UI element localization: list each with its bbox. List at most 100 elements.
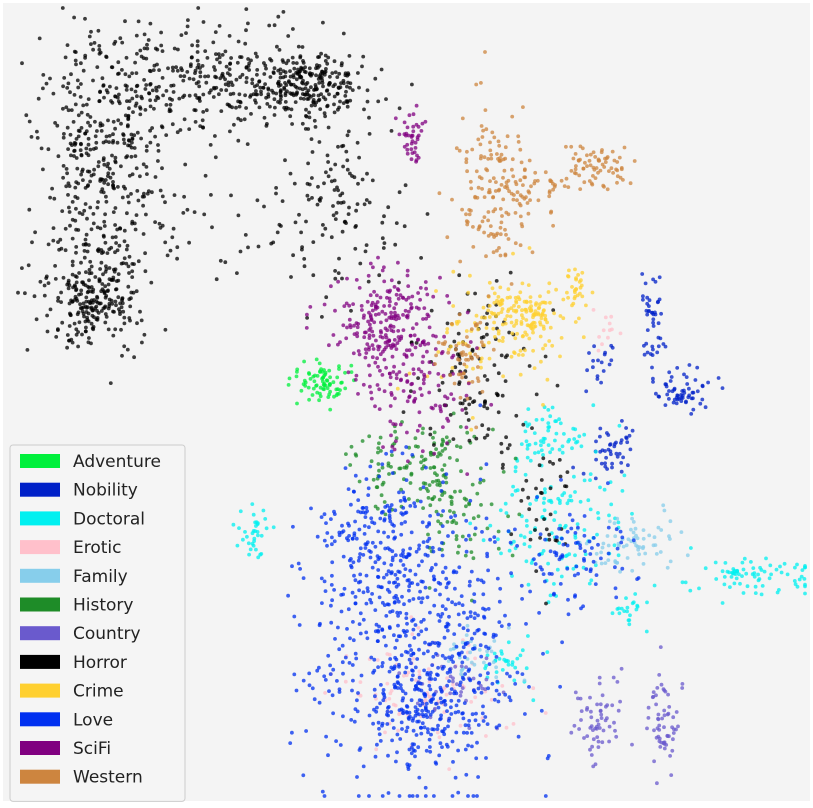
scatter-point-western bbox=[454, 343, 459, 348]
scatter-point-love bbox=[347, 661, 352, 665]
scatter-point-crime bbox=[496, 329, 501, 333]
scatter-point-western bbox=[473, 195, 478, 200]
scatter-point-love bbox=[456, 612, 461, 617]
scatter-point-love bbox=[395, 610, 400, 615]
scatter-point-horror bbox=[102, 95, 106, 100]
scatter-point-doctoral bbox=[559, 574, 564, 579]
scatter-point-scifi bbox=[375, 305, 380, 310]
scatter-point-country bbox=[680, 686, 685, 690]
scatter-point-horror bbox=[98, 89, 102, 94]
scatter-point-love bbox=[364, 477, 369, 481]
scatter-point-erotic bbox=[385, 681, 390, 686]
scatter-point-scifi bbox=[427, 325, 432, 330]
scatter-point-horror bbox=[160, 194, 165, 199]
scatter-point-horror bbox=[66, 286, 71, 291]
scatter-point-horror bbox=[106, 118, 110, 123]
scatter-point-doctoral bbox=[568, 494, 573, 499]
scatter-point-nobility bbox=[614, 451, 619, 456]
scatter-point-horror bbox=[73, 297, 77, 302]
scatter-point-western bbox=[477, 225, 482, 230]
scatter-point-love bbox=[440, 745, 444, 749]
scatter-point-love bbox=[440, 524, 445, 528]
scatter-point-horror bbox=[145, 42, 149, 47]
scatter-point-family bbox=[667, 534, 671, 539]
scatter-point-horror bbox=[555, 383, 560, 388]
scatter-point-horror bbox=[170, 98, 175, 102]
scatter-point-doctoral bbox=[253, 529, 258, 533]
scatter-point-western bbox=[484, 167, 488, 172]
scatter-point-doctoral bbox=[258, 552, 263, 557]
scatter-point-horror bbox=[364, 243, 369, 248]
scatter-point-horror bbox=[486, 427, 491, 431]
scatter-point-love bbox=[503, 613, 507, 618]
scatter-point-crime bbox=[539, 359, 543, 364]
scatter-point-horror bbox=[325, 61, 330, 66]
scatter-point-horror bbox=[403, 183, 408, 188]
scatter-point-scifi bbox=[393, 310, 397, 315]
scatter-point-horror bbox=[309, 85, 313, 90]
scatter-point-country bbox=[458, 693, 463, 698]
scatter-point-love bbox=[539, 708, 544, 713]
scatter-point-scifi bbox=[464, 425, 469, 430]
scatter-point-history bbox=[423, 481, 428, 486]
scatter-point-horror bbox=[360, 64, 364, 69]
scatter-point-scifi bbox=[404, 297, 409, 302]
scatter-point-love bbox=[578, 543, 582, 548]
scatter-point-scifi bbox=[403, 308, 408, 313]
scatter-point-love bbox=[373, 754, 378, 759]
scatter-point-western bbox=[475, 355, 480, 359]
scatter-point-love bbox=[476, 627, 481, 632]
scatter-point-love bbox=[419, 629, 424, 634]
scatter-point-horror bbox=[138, 112, 143, 117]
scatter-point-history bbox=[371, 477, 376, 482]
scatter-point-love bbox=[554, 553, 559, 558]
scatter-point-love bbox=[466, 794, 470, 798]
scatter-point-horror bbox=[304, 219, 308, 224]
scatter-point-country bbox=[590, 744, 594, 749]
scatter-point-horror bbox=[195, 43, 200, 48]
scatter-point-crime bbox=[524, 309, 529, 314]
scatter-point-horror bbox=[148, 82, 153, 87]
scatter-point-love bbox=[357, 555, 362, 560]
scatter-point-love bbox=[485, 551, 489, 556]
scatter-point-scifi bbox=[366, 273, 371, 278]
scatter-point-horror bbox=[116, 118, 121, 123]
scatter-point-history bbox=[439, 513, 444, 518]
scatter-point-scifi bbox=[426, 341, 431, 346]
scatter-point-nobility bbox=[667, 397, 671, 401]
scatter-point-horror bbox=[27, 207, 32, 212]
scatter-point-scifi bbox=[434, 334, 438, 339]
scatter-point-history bbox=[407, 497, 411, 501]
scatter-point-horror bbox=[74, 327, 79, 332]
scatter-point-horror bbox=[77, 211, 82, 215]
scatter-point-horror bbox=[332, 188, 337, 192]
scatter-point-nobility bbox=[608, 449, 613, 454]
scatter-point-crime bbox=[524, 300, 529, 305]
scatter-point-horror bbox=[377, 273, 382, 278]
scatter-point-nobility bbox=[645, 295, 650, 300]
scatter-point-erotic bbox=[383, 730, 387, 735]
scatter-point-country bbox=[599, 716, 604, 720]
scatter-point-doctoral bbox=[749, 560, 753, 564]
scatter-point-doctoral bbox=[578, 499, 583, 504]
scatter-point-crime bbox=[512, 324, 516, 328]
scatter-point-horror bbox=[246, 57, 251, 61]
scatter-point-horror bbox=[127, 271, 131, 275]
scatter-point-love bbox=[497, 599, 502, 604]
scatter-point-love bbox=[409, 648, 413, 652]
scatter-point-love bbox=[400, 512, 405, 517]
scatter-point-horror bbox=[360, 177, 365, 182]
scatter-point-horror bbox=[198, 70, 203, 75]
scatter-point-horror bbox=[74, 62, 78, 67]
scatter-point-love bbox=[290, 564, 294, 569]
scatter-point-nobility bbox=[640, 272, 645, 276]
scatter-point-love bbox=[520, 597, 524, 601]
scatter-point-horror bbox=[278, 93, 283, 97]
scatter-point-love bbox=[354, 656, 359, 661]
scatter-point-country bbox=[667, 734, 671, 739]
scatter-point-horror bbox=[101, 83, 106, 87]
scatter-point-crime bbox=[523, 348, 527, 353]
scatter-point-horror bbox=[286, 106, 291, 111]
scatter-point-love bbox=[450, 654, 455, 659]
scatter-point-scifi bbox=[421, 317, 425, 321]
